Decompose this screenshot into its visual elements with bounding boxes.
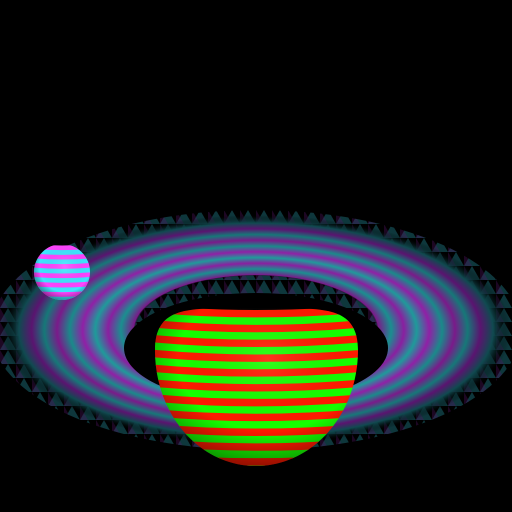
planet <box>155 308 358 466</box>
